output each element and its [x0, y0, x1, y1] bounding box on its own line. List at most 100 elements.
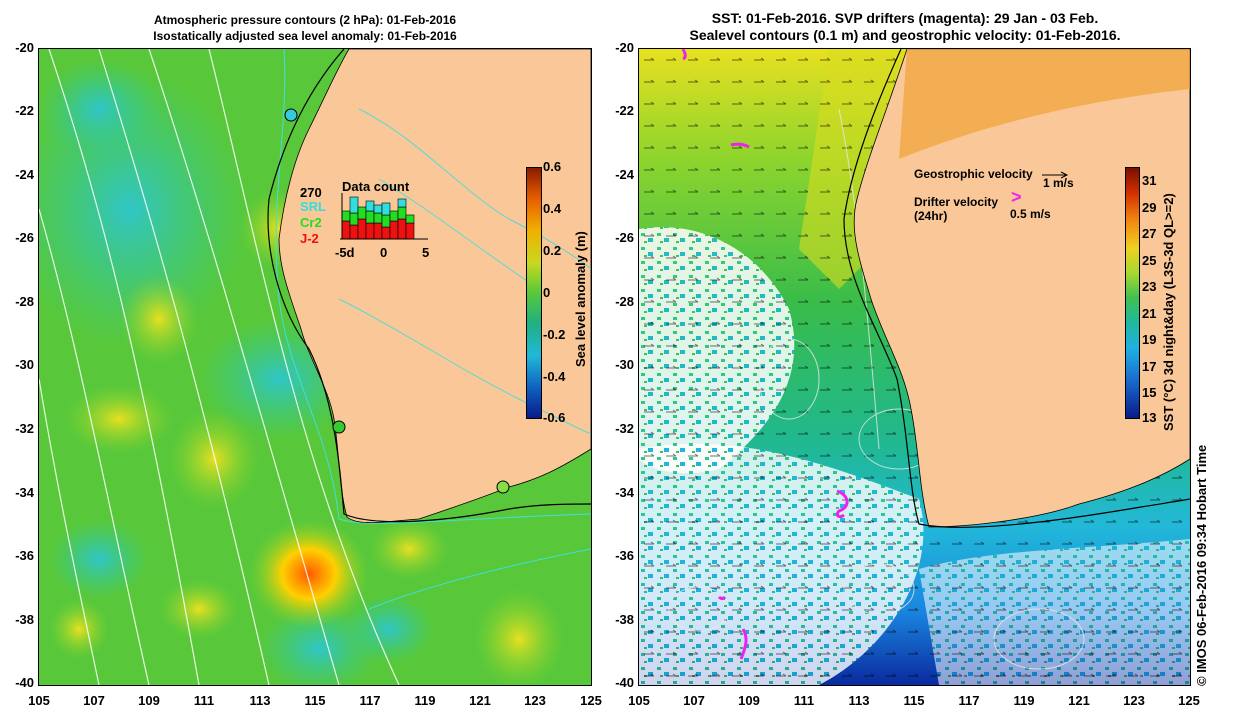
sst-colorbar [1125, 167, 1140, 419]
left-x-label: 113 [249, 693, 271, 708]
sst-colorbar-tick: 15 [1142, 385, 1157, 400]
sst-colorbar-tick: 21 [1142, 306, 1157, 321]
drifter-legend-label2: (24hr) [914, 209, 948, 223]
left-y-label: -32 [15, 421, 34, 436]
right-x-label: 121 [1068, 693, 1090, 708]
right-x-label: 113 [848, 693, 870, 708]
right-x-label: 105 [628, 693, 650, 708]
right-y-label: -36 [615, 548, 634, 563]
right-y-label: -34 [615, 485, 634, 500]
right-x-label: 109 [738, 693, 760, 708]
tide-gauge-marker[interactable] [332, 420, 346, 434]
right-x-label: 107 [683, 693, 705, 708]
land [853, 49, 1190, 528]
sla-blob [119, 274, 199, 364]
pressure-contours [39, 49, 400, 685]
left-x-label: 105 [28, 693, 50, 708]
sla-colorbar-tick: -0.2 [543, 327, 566, 342]
sst-colorbar-tick: 25 [1142, 253, 1157, 268]
right-y-label: -26 [615, 230, 634, 245]
data-count-xtick: -5d [335, 245, 355, 260]
left-map[interactable]: Data count 270 SRL Cr2 J-2 -5d 0 5 0.6 [38, 48, 592, 686]
left-x-label: 115 [304, 693, 326, 708]
drifter-legend-scale: 0.5 m/s [1010, 207, 1051, 221]
left-x-label: 125 [580, 693, 602, 708]
legend-srl: SRL [300, 199, 326, 214]
left-x-label: 107 [83, 693, 105, 708]
right-x-label: 115 [903, 693, 925, 708]
left-y-label: -26 [15, 230, 34, 245]
sla-colorbar-tick: 0.4 [543, 201, 562, 216]
left-x-label: 117 [359, 693, 381, 708]
left-y-label: -36 [15, 548, 34, 563]
sst-map-svg [639, 49, 1190, 685]
right-x-label: 123 [1123, 693, 1145, 708]
data-count-total: 270 [300, 185, 322, 200]
right-title-line1: SST: 01-Feb-2016. SVP drifters (magenta)… [711, 10, 1099, 26]
right-x-label: 117 [958, 693, 980, 708]
left-title-line2: Isostatically adjusted sea level anomaly… [153, 29, 457, 43]
sla-blob [169, 409, 259, 509]
right-y-label: -22 [615, 103, 634, 118]
data-count-title: Data count [342, 179, 410, 194]
sla-blob [474, 589, 564, 685]
sla-colorbar-tick: -0.4 [543, 369, 566, 384]
geostrophic-legend-label: Geostrophic velocity [914, 167, 1033, 181]
right-title: SST: 01-Feb-2016. SVP drifters (magenta)… [660, 10, 1150, 44]
geostrophic-legend-arrow [1042, 171, 1069, 179]
shelf-contours [275, 49, 591, 610]
left-x-label: 123 [524, 693, 546, 708]
sst-colorbar-tick: 31 [1142, 173, 1157, 188]
sla-colorbar-title: Sea level anomaly (m) [573, 231, 588, 367]
credit-text: © IMOS 06-Feb-2016 09:34 Hobart Time [1194, 444, 1209, 686]
sla-blob [159, 579, 239, 639]
right-title-line2: Sealevel contours (0.1 m) and geostrophi… [689, 27, 1121, 43]
left-x-label: 109 [138, 693, 160, 708]
left-y-label: -22 [15, 103, 34, 118]
sla-colorbar-tick: -0.6 [543, 410, 566, 425]
sla-blob [344, 594, 434, 664]
drifter-legend-marker: > [1011, 187, 1022, 207]
sst-colorbar-tick: 27 [1142, 226, 1157, 241]
tide-gauge-marker[interactable] [284, 108, 298, 122]
left-x-label: 119 [414, 693, 436, 708]
right-y-label: -20 [615, 40, 634, 55]
left-y-label: -34 [15, 485, 34, 500]
right-y-label: -40 [615, 675, 634, 690]
left-y-label: -24 [15, 167, 34, 182]
left-x-label: 111 [193, 693, 215, 708]
sst-colorbar-tick: 23 [1142, 279, 1157, 294]
left-y-label: -20 [15, 40, 34, 55]
sla-blob [249, 519, 369, 629]
left-y-label: -28 [15, 294, 34, 309]
data-count-xtick: 0 [380, 245, 388, 260]
sla-map-svg [39, 49, 591, 685]
left-y-label: -30 [15, 357, 34, 372]
right-y-label: -38 [615, 612, 634, 627]
data-count-bars [340, 193, 428, 240]
sla-colorbar-tick: 0 [543, 285, 551, 300]
sla-blob [369, 519, 449, 579]
right-x-label: 125 [1178, 693, 1200, 708]
sla-blob [49, 599, 109, 659]
left-y-label: -40 [15, 675, 34, 690]
right-y-label: -28 [615, 294, 634, 309]
land [278, 49, 591, 524]
right-map[interactable]: Geostrophic velocity 1 m/s Drifter veloc… [638, 48, 1191, 686]
tide-gauge-marker[interactable] [496, 480, 510, 494]
sst-colorbar-tick: 13 [1142, 410, 1157, 425]
sst-colorbar-tick: 19 [1142, 332, 1157, 347]
geostrophic-legend-scale: 1 m/s [1043, 176, 1074, 190]
right-y-label: -24 [615, 167, 634, 182]
right-x-label: 111 [793, 693, 815, 708]
left-title-line1: Atmospheric pressure contours (2 hPa): 0… [153, 13, 457, 27]
legend-j2: J-2 [300, 231, 319, 246]
land-contours [338, 108, 591, 435]
sla-colorbar-tick: 0.6 [543, 159, 562, 174]
left-title: Atmospheric pressure contours (2 hPa): 0… [140, 12, 470, 44]
sst-colorbar-tick: 29 [1142, 200, 1157, 215]
warm-coast-top [899, 49, 1190, 159]
drifter-legend-label: Drifter velocity [914, 195, 999, 209]
sla-blob [64, 384, 174, 454]
left-x-label: 121 [469, 693, 491, 708]
